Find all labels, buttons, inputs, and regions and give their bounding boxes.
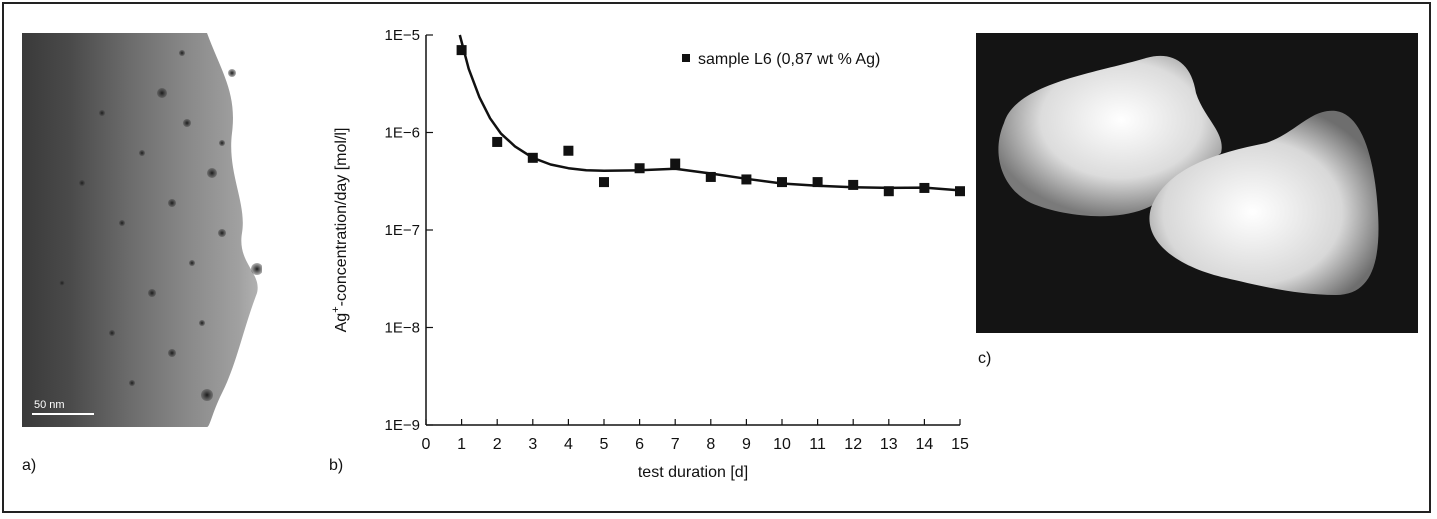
data-point (848, 179, 859, 190)
x-tick-label: 0 (422, 436, 431, 453)
x-tick-label: 14 (916, 436, 934, 453)
data-point (527, 152, 538, 163)
y-tick-label: 1E−6 (385, 125, 420, 142)
y-axis-label: Ag+-concentration/day [mol/l] (330, 128, 350, 333)
x-tick-label: 3 (528, 436, 537, 453)
tem-micrograph: 50 nm (22, 33, 262, 427)
tem-particles (32, 33, 262, 427)
x-tick-label: 2 (493, 436, 502, 453)
x-tick-label: 4 (564, 436, 573, 453)
data-point (634, 163, 645, 174)
x-tick-label: 7 (671, 436, 680, 453)
data-point (705, 171, 716, 182)
scale-bar-label: 50 nm (34, 399, 65, 411)
x-tick-label: 9 (742, 436, 751, 453)
data-point (777, 177, 787, 188)
sample-photo (976, 33, 1418, 333)
particle-photo (998, 55, 1379, 296)
panel-label-b: b) (329, 457, 344, 474)
x-tick-label: 11 (809, 436, 826, 453)
x-tick-label: 1 (457, 436, 466, 453)
y-tick-label: 1E−9 (385, 417, 420, 434)
data-point (883, 186, 894, 197)
x-tick-label: 12 (844, 436, 862, 453)
data-point (563, 145, 574, 156)
x-tick-label: 10 (773, 436, 791, 453)
data-point (456, 45, 467, 56)
legend-label: sample L6 (0,87 wt % Ag) (698, 51, 880, 68)
figure-frame (2, 2, 1431, 513)
y-tick-label: 1E−8 (385, 320, 420, 337)
x-tick-label: 6 (635, 436, 644, 453)
x-tick-label: 15 (951, 436, 969, 453)
x-tick-label: 5 (600, 436, 609, 453)
x-tick-label: 13 (880, 436, 898, 453)
concentration-chart: 1E−91E−81E−71E−61E−50 1 2 3 4 5 6 7 8 9 10 11 12 13 14… (330, 27, 969, 481)
y-tick-label: 1E−5 (385, 27, 420, 44)
data-point (955, 186, 965, 197)
chart-panel: 1E−9 1E−8 1E−7 1E−6 1E−5 0 1 2 3 4 5 6 7 8 9 10 11 12 13 14… (320, 18, 980, 513)
y-tick-label: 1E−7 (385, 222, 420, 239)
data-point (492, 136, 503, 147)
data-point (812, 177, 823, 188)
panel-label-a: a) (22, 457, 37, 474)
data-point (741, 174, 752, 185)
data-point (919, 182, 930, 193)
fit-curve (458, 34, 961, 192)
x-axis-label: test duration [d] (638, 464, 748, 481)
data-point (670, 158, 681, 169)
panel-label-c: c) (978, 350, 992, 367)
data-point (599, 177, 609, 188)
x-tick-label: 8 (706, 436, 715, 453)
legend-marker (682, 54, 690, 62)
